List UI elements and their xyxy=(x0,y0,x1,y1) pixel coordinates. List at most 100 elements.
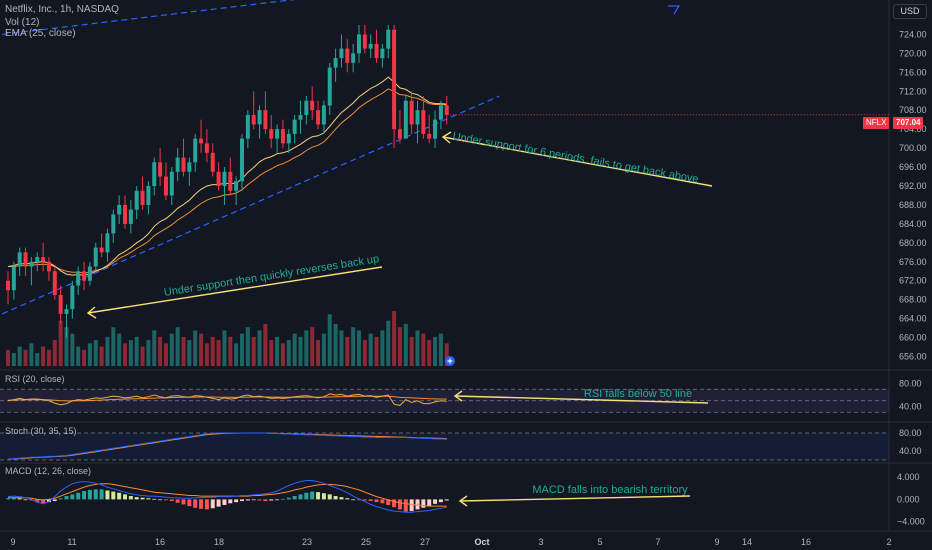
macd-histogram-bar xyxy=(421,499,426,508)
candle-body xyxy=(193,138,198,163)
macd-histogram-bar xyxy=(397,499,402,510)
rsi-tick-label: 40.00 xyxy=(899,402,922,412)
price-tick-label: 724.00 xyxy=(899,29,927,39)
volume-bar xyxy=(216,340,221,366)
candle-body xyxy=(199,138,204,144)
macd-histogram-bar xyxy=(444,499,449,501)
macd-histogram-bar xyxy=(392,499,397,508)
macd-histogram-bar xyxy=(415,499,420,510)
price-tick-label: 656.00 xyxy=(899,352,927,362)
stoch-legend: Stoch (30, 35, 15) xyxy=(5,426,77,436)
candle-body xyxy=(345,48,350,63)
candle-body xyxy=(146,186,151,205)
candle-body xyxy=(87,266,92,281)
volume-bar xyxy=(140,346,145,366)
candle-body xyxy=(11,266,16,291)
candle-body xyxy=(392,29,397,130)
volume-bar xyxy=(427,340,432,366)
macd-histogram-bar xyxy=(17,498,22,500)
candle-body xyxy=(380,48,385,59)
candle-body xyxy=(204,143,209,153)
macd-histogram-bar xyxy=(99,489,104,500)
annotation-text: Under support for 6 periods, fails to ge… xyxy=(452,130,700,185)
macd-histogram-bar xyxy=(152,498,157,500)
macd-histogram-bar xyxy=(199,499,204,509)
macd-histogram-bar xyxy=(240,499,244,502)
candle-body xyxy=(386,29,391,49)
volume-bar xyxy=(128,340,133,366)
candle-body xyxy=(46,261,51,272)
currency-button[interactable]: USD xyxy=(893,4,927,19)
candle-body xyxy=(23,252,28,267)
volume-bar xyxy=(175,327,180,366)
volume-bar xyxy=(438,333,443,366)
macd-histogram-bar xyxy=(327,494,332,500)
macd-histogram-bar xyxy=(123,494,127,500)
candle-body xyxy=(152,162,157,186)
candle-body xyxy=(438,105,443,120)
candle-body xyxy=(52,271,57,295)
macd-histogram-bar xyxy=(234,499,239,503)
volume-bar xyxy=(6,349,10,366)
candle-body xyxy=(140,190,145,205)
volume-bar xyxy=(257,330,262,366)
price-tick-label: 672.00 xyxy=(899,276,927,286)
macd-histogram-bar xyxy=(245,499,250,501)
volume-bar xyxy=(380,330,385,366)
candle-body xyxy=(269,129,274,139)
macd-histogram-bar xyxy=(140,497,145,500)
time-tick-label: 9 xyxy=(714,537,719,547)
macd-histogram-bar xyxy=(357,499,361,501)
annotation-text: Under support then quickly reverses back… xyxy=(163,253,380,299)
volume-bar xyxy=(240,333,244,366)
candle-body xyxy=(339,48,344,59)
volume-bar xyxy=(397,327,402,366)
annotation-arrow-head xyxy=(441,131,452,144)
annotation-text: MACD falls into bearish territory xyxy=(532,484,688,496)
candle-body xyxy=(169,171,174,196)
volume-bar xyxy=(316,340,321,366)
macd-histogram-bar xyxy=(70,494,75,500)
candle-body xyxy=(245,114,250,139)
candle-body xyxy=(415,110,420,125)
macd-histogram-bar xyxy=(409,499,414,512)
candle-body xyxy=(93,247,98,267)
time-tick-label: 2 xyxy=(886,537,891,547)
macd-histogram-bar xyxy=(386,499,391,505)
candle-body xyxy=(316,110,321,125)
candle-body xyxy=(397,129,402,139)
time-tick-label: 25 xyxy=(361,537,371,547)
candle-body xyxy=(111,214,116,234)
stoch-band xyxy=(0,433,889,460)
candle-body xyxy=(64,309,69,314)
macd-histogram-bar xyxy=(333,496,338,500)
volume-bar xyxy=(321,333,326,366)
volume-bar xyxy=(286,340,291,366)
price-tick-label: 696.00 xyxy=(899,162,927,172)
time-tick-label: 16 xyxy=(801,537,811,547)
rsi-line xyxy=(7,393,447,406)
volume-bar xyxy=(409,336,414,366)
macd-histogram-bar xyxy=(321,493,326,500)
volume-bar xyxy=(292,333,297,366)
volume-bar xyxy=(374,336,379,366)
price-tick-label: 660.00 xyxy=(899,333,927,343)
volume-bar xyxy=(199,333,204,366)
candle-body xyxy=(187,162,192,172)
macd-histogram-bar xyxy=(181,499,186,505)
candle-body xyxy=(433,119,438,139)
candle-body xyxy=(327,67,332,106)
candle-body xyxy=(333,58,338,68)
volume-bar xyxy=(169,333,174,366)
macd-histogram-bar xyxy=(438,499,443,503)
candle-body xyxy=(128,209,133,224)
price-tick-label: 704.00 xyxy=(899,124,927,134)
trendline-arrow-head xyxy=(668,5,681,15)
candle-body xyxy=(17,252,22,267)
macd-histogram-bar xyxy=(93,489,98,500)
volume-bar xyxy=(105,336,110,366)
macd-histogram-bar xyxy=(216,499,221,507)
price-tick-label: 684.00 xyxy=(899,219,927,229)
price-tick-label: 688.00 xyxy=(899,200,927,210)
